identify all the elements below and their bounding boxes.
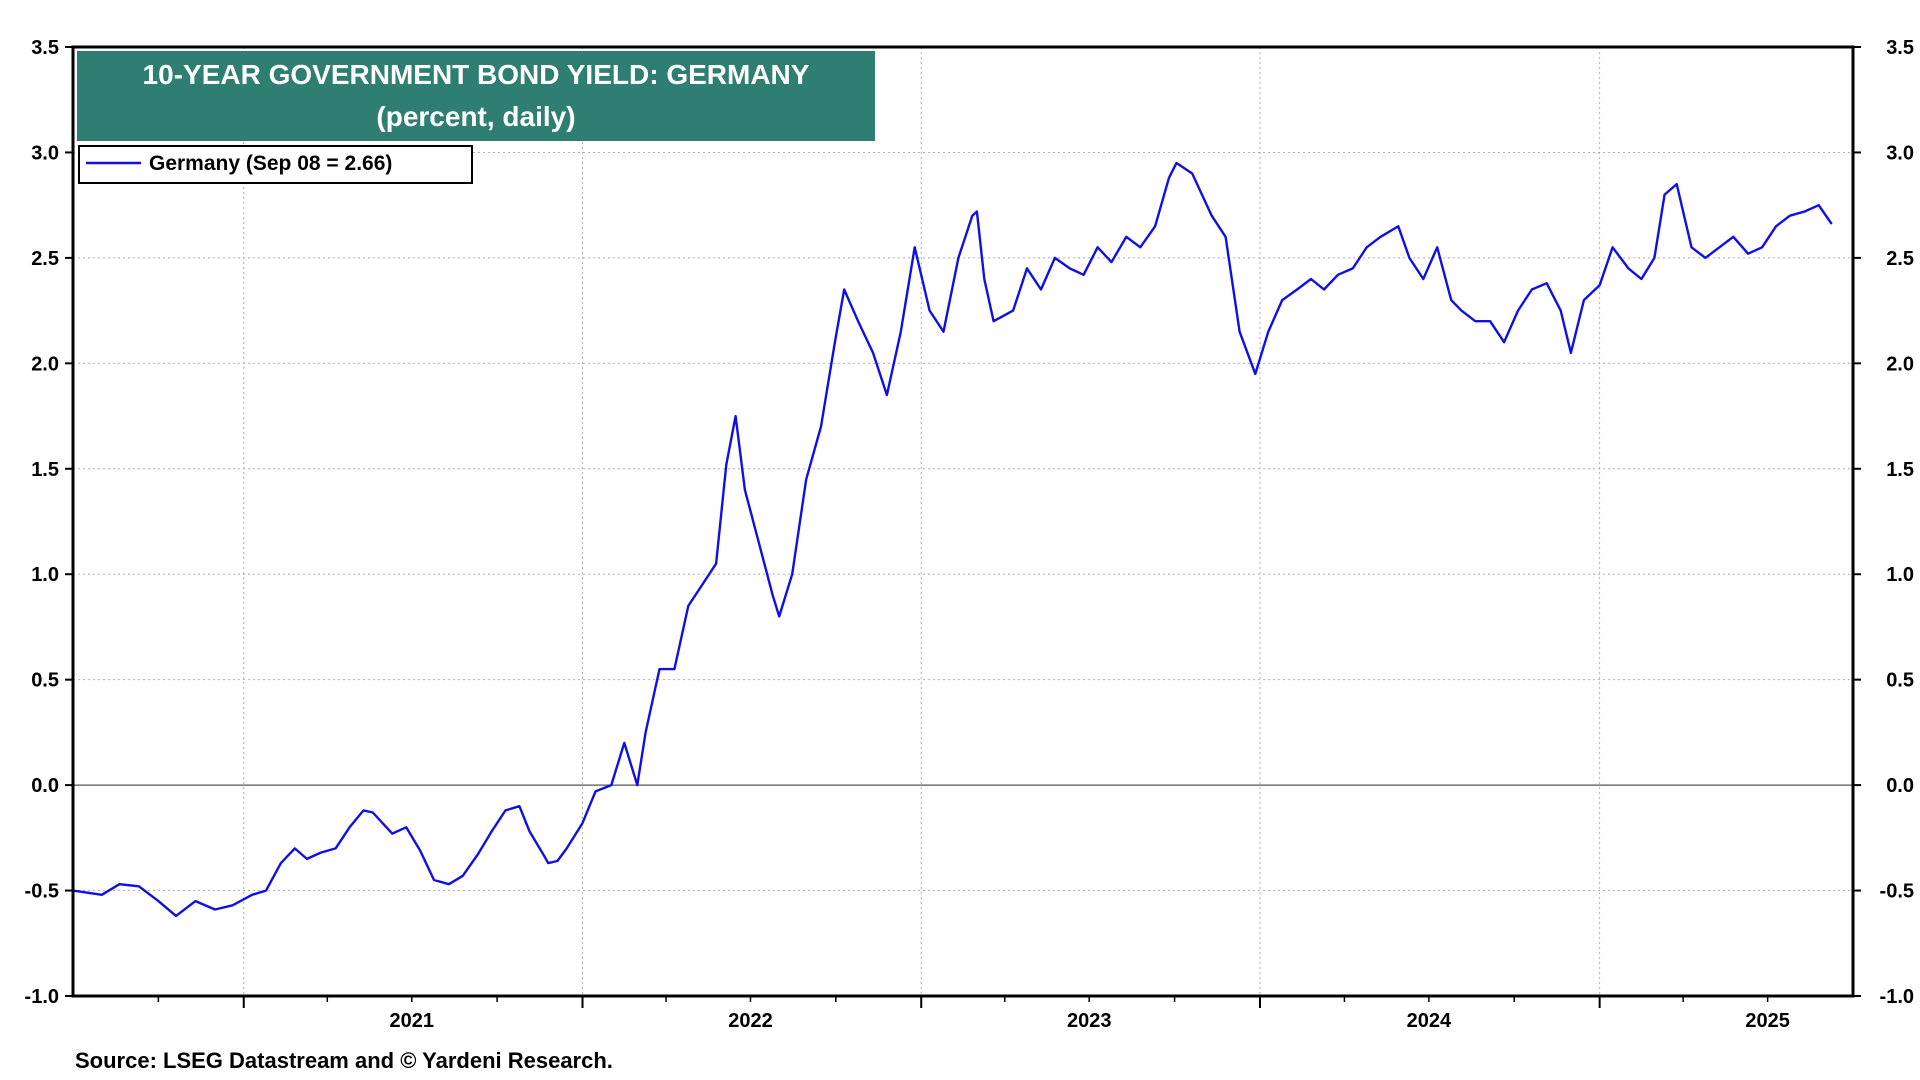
- y-tick-label-right: 2.5: [1886, 248, 1914, 270]
- title-box: 10-YEAR GOVERNMENT BOND YIELD: GERMANY (…: [77, 51, 875, 141]
- x-tick-label: 2021: [389, 1010, 434, 1032]
- y-tick-label-right: 2.0: [1886, 353, 1914, 375]
- grid-lines: [73, 47, 1853, 996]
- y-tick-label-right: 0.0: [1886, 775, 1914, 797]
- y-tick-label-right: 3.5: [1886, 37, 1914, 59]
- y-tick-label-left: 2.0: [31, 353, 59, 375]
- y-tick-label-left: -1.0: [25, 986, 59, 1008]
- y-tick-label-right: 0.5: [1886, 670, 1914, 692]
- x-tick-label: 2024: [1407, 1010, 1452, 1032]
- y-tick-label-right: 1.0: [1886, 564, 1914, 586]
- y-tick-label-right: -0.5: [1880, 881, 1914, 903]
- y-tick-label-left: 1.5: [31, 459, 59, 481]
- y-tick-label-right: 3.0: [1886, 142, 1914, 164]
- chart-title: 10-YEAR GOVERNMENT BOND YIELD: GERMANY: [143, 59, 810, 90]
- legend-entry-germany: Germany (Sep 08 = 2.66): [149, 152, 392, 175]
- legend: Germany (Sep 08 = 2.66): [78, 145, 473, 184]
- y-axis-left: 3.5 3.0 2.5 2.0 1.5 1.0 0.5 0.0 -0.5 -1.0: [25, 37, 73, 1008]
- x-tick-label: 2023: [1067, 1010, 1112, 1032]
- y-tick-label-left: -0.5: [25, 881, 59, 903]
- y-tick-label-left: 3.0: [31, 142, 59, 164]
- x-axis: 2021 2022 2023 2024 2025: [242, 996, 1790, 1032]
- y-tick-label-left: 1.0: [31, 564, 59, 586]
- y-axis-right: 3.5 3.0 2.5 2.0 1.5 1.0 0.5 0.0 -0.5 -1.0: [1853, 37, 1914, 1008]
- y-tick-label-left: 3.5: [31, 37, 59, 59]
- y-tick-label-right: -1.0: [1880, 986, 1914, 1008]
- chart-subtitle: (percent, daily): [376, 101, 575, 132]
- y-tick-label-left: 0.5: [31, 670, 59, 692]
- y-tick-label-left: 0.0: [31, 775, 59, 797]
- plot-frame: [71, 45, 1855, 998]
- series-line-germany: [72, 161, 1833, 918]
- y-tick-label-left: 2.5: [31, 248, 59, 270]
- x-tick-label: 2025: [1745, 1010, 1790, 1032]
- x-tick-label: 2022: [728, 1010, 773, 1032]
- source-note: Source: LSEG Datastream and © Yardeni Re…: [75, 1048, 613, 1073]
- y-tick-label-right: 1.5: [1886, 459, 1914, 481]
